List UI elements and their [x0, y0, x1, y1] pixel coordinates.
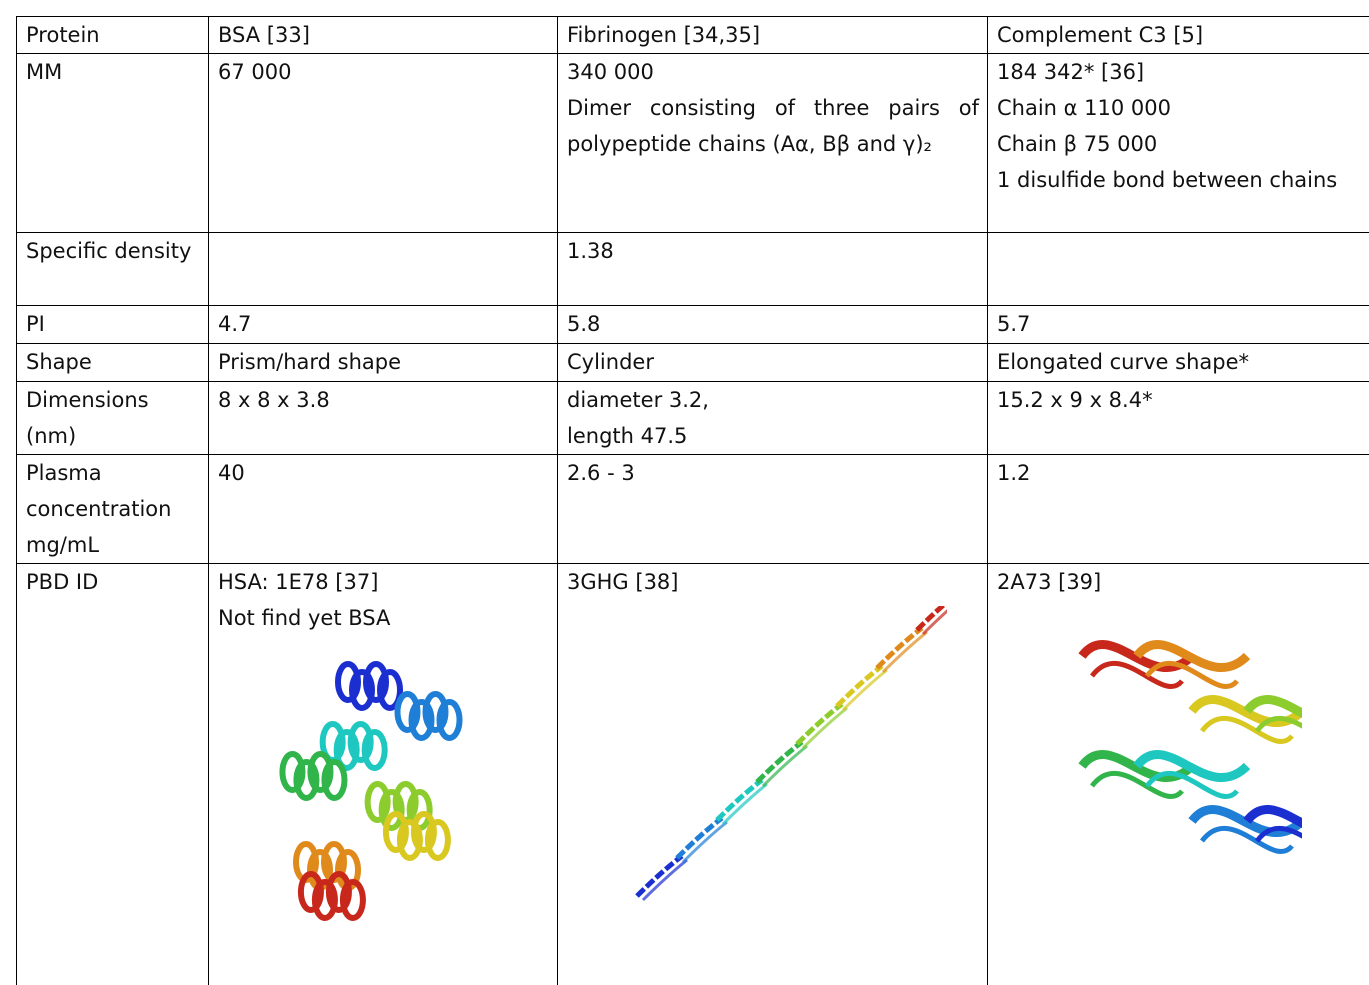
- table-cell: Fibrinogen [34,35]: [557, 16, 988, 54]
- table-row: Specific density 1.38: [16, 232, 1369, 306]
- table-cell: 340 000 Dimer consisting of three pairs o…: [557, 53, 988, 233]
- table-row: Protein BSA [33] Fibrinogen [34,35] Complem…: [16, 16, 1369, 54]
- cell-text: Dimer consisting of three pairs of polyp…: [567, 96, 979, 156]
- table-cell: 40: [208, 454, 558, 564]
- cell-text: 2A73 [39]: [997, 570, 1102, 594]
- table-cell: 67 000: [208, 53, 558, 233]
- table-cell: 8 x 8 x 3.8: [208, 381, 558, 455]
- cell-text: Shape: [26, 350, 92, 374]
- cell-text: 5.8: [567, 312, 601, 336]
- table-row: MM 67 000 340 000 Dimer consisting of three…: [16, 53, 1369, 233]
- cell-text: 40: [218, 461, 245, 485]
- cell-text: 5.7: [997, 312, 1031, 336]
- cell-text: Not find yet BSA: [218, 606, 391, 630]
- cell-text: 4.7: [218, 312, 252, 336]
- cell-text: MM: [26, 60, 63, 84]
- protein-structure-image: [279, 661, 463, 921]
- cell-text: Protein: [26, 23, 100, 47]
- table-cell: HSA: 1E78 [37] Not find yet BSA: [208, 563, 558, 985]
- cell-text: BSA [33]: [218, 23, 310, 47]
- table-cell: Specific density: [16, 232, 209, 306]
- protein-structure-image: [1078, 639, 1302, 855]
- cell-text: Prism/hard shape: [218, 350, 402, 374]
- cell-text: Chain α 110 000: [997, 96, 1172, 120]
- cell-text: Fibrinogen [34,35]: [567, 23, 761, 47]
- table-row: Plasma concentration mg/mL 40 2.6 - 3 1.2: [16, 454, 1369, 564]
- cell-text: Dimensions (nm): [26, 388, 149, 448]
- cell-text: 1.38: [567, 239, 614, 263]
- table-cell: Shape: [16, 343, 209, 382]
- cell-text: PBD ID: [26, 570, 99, 594]
- cell-text: length 47.5: [567, 424, 688, 448]
- table-cell: 1.38: [557, 232, 988, 306]
- table-cell: 1.2: [987, 454, 1369, 564]
- table-cell: Plasma concentration mg/mL: [16, 454, 209, 564]
- cell-text: 340 000: [567, 60, 654, 84]
- table-cell: 2.6 - 3: [557, 454, 988, 564]
- table-cell: MM: [16, 53, 209, 233]
- cell-text: 2.6 - 3: [567, 461, 635, 485]
- cell-text: Specific density: [26, 239, 192, 263]
- cell-text: Elongated curve shape*: [997, 350, 1249, 374]
- table-cell: PI: [16, 305, 209, 344]
- cell-text: Chain β 75 000: [997, 132, 1158, 156]
- table-cell: 4.7: [208, 305, 558, 344]
- cell-text: 1.2: [997, 461, 1031, 485]
- table-cell: PBD ID: [16, 563, 209, 985]
- table-cell: Dimensions (nm): [16, 381, 209, 455]
- protein-table: Protein BSA [33] Fibrinogen [34,35] Complem…: [16, 16, 1369, 985]
- table-cell: Complement C3 [5]: [987, 16, 1369, 54]
- cell-text: Cylinder: [567, 350, 654, 374]
- table-cell: BSA [33]: [208, 16, 558, 54]
- table-cell: 5.7: [987, 305, 1369, 344]
- cell-text: 15.2 x 9 x 8.4*: [997, 388, 1153, 412]
- table-cell: [208, 232, 558, 306]
- cell-text: 3GHG [38]: [567, 570, 679, 594]
- table-row: PI 4.7 5.8 5.7: [16, 305, 1369, 344]
- table-cell: Elongated curve shape*: [987, 343, 1369, 382]
- cell-text: 67 000: [218, 60, 292, 84]
- table-cell: Cylinder: [557, 343, 988, 382]
- cell-text: 8 x 8 x 3.8: [218, 388, 330, 412]
- cell-text: Complement C3 [5]: [997, 23, 1204, 47]
- table-cell: 3GHG [38]: [557, 563, 988, 985]
- table-row: Dimensions (nm) 8 x 8 x 3.8 diameter 3.2, l…: [16, 381, 1369, 455]
- table-row: PBD ID HSA: 1E78 [37] Not find yet BSA 3GHG…: [16, 563, 1369, 985]
- cell-text: PI: [26, 312, 45, 336]
- protein-structure-image: [635, 606, 947, 902]
- table-cell: 184 342* [36] Chain α 110 000 Chain β 75 0…: [987, 53, 1369, 233]
- table-cell: 15.2 x 9 x 8.4*: [987, 381, 1369, 455]
- table-row: Shape Prism/hard shape Cylinder Elongated c…: [16, 343, 1369, 382]
- table-cell: [987, 232, 1369, 306]
- cell-text: 1 disulfide bond between chains: [997, 168, 1338, 192]
- table-cell: diameter 3.2, length 47.5: [557, 381, 988, 455]
- table-cell: Protein: [16, 16, 209, 54]
- table-cell: 2A73 [39]: [987, 563, 1369, 985]
- cell-text: diameter 3.2,: [567, 388, 709, 412]
- cell-text: Plasma concentration mg/mL: [26, 461, 172, 557]
- cell-text: 184 342* [36]: [997, 60, 1145, 84]
- table-cell: Prism/hard shape: [208, 343, 558, 382]
- cell-text: HSA: 1E78 [37]: [218, 570, 379, 594]
- table-cell: 5.8: [557, 305, 988, 344]
